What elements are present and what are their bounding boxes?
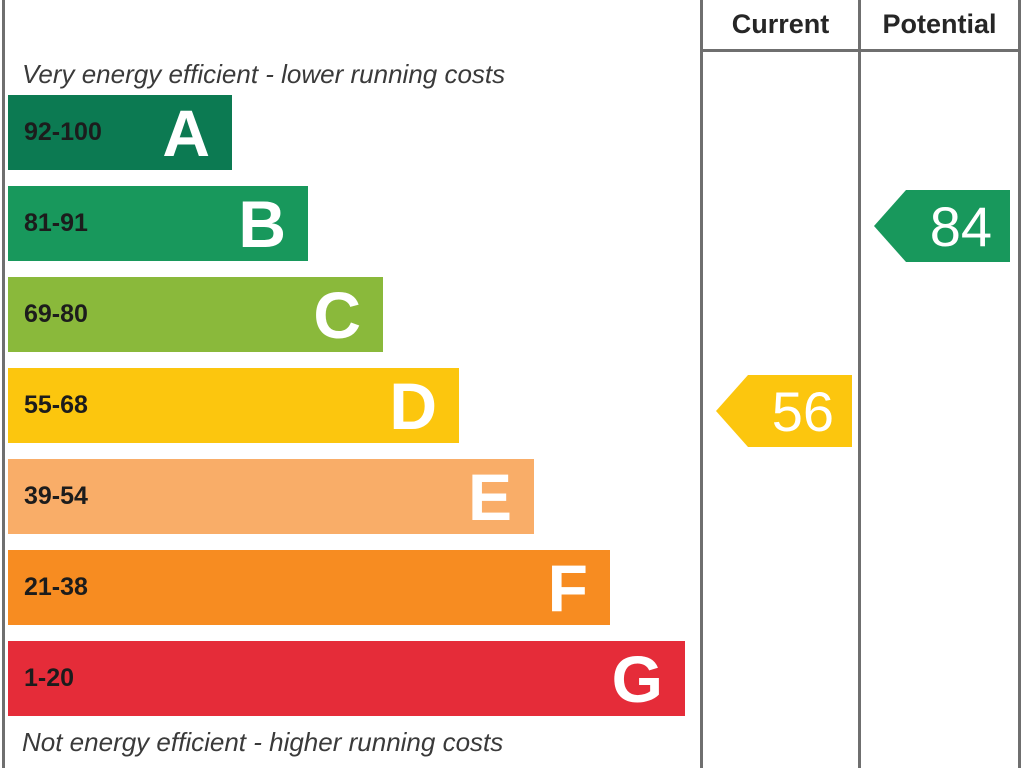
band-g-letter: G [611, 642, 663, 716]
band-e-letter: E [467, 460, 512, 534]
current-column-divider [700, 0, 703, 768]
band-e-range: 39-54 [24, 482, 88, 510]
band-d: 55-68 D [8, 368, 459, 443]
potential-rating-arrow-shape [874, 190, 1010, 262]
band-c-range: 69-80 [24, 300, 88, 328]
band-c: 69-80 C [8, 277, 383, 352]
band-g: 1-20 G [8, 641, 685, 716]
potential-rating-arrow-value: 84 [929, 195, 992, 258]
bottom-caption: Not energy efficient - higher running co… [22, 727, 504, 757]
band-b: 81-91 B [8, 186, 308, 261]
band-a-range: 92-100 [24, 118, 102, 146]
band-f-letter: F [547, 551, 588, 625]
band-b-range: 81-91 [24, 209, 88, 237]
potential-rating-arrow: 84 [874, 190, 1010, 262]
band-d-letter: D [389, 369, 437, 443]
band-d-range: 55-68 [24, 391, 88, 419]
band-f-range: 21-38 [24, 573, 88, 601]
header-underline [700, 49, 1021, 52]
current-rating-arrow-value: 56 [771, 380, 834, 443]
band-f: 21-38 F [8, 550, 610, 625]
current-rating-arrow-polygon [716, 375, 852, 447]
band-b-letter: B [238, 187, 286, 261]
current-rating-arrow: 56 [716, 375, 852, 447]
current-column-header: Current [731, 9, 830, 39]
potential-column-header: Potential [882, 9, 997, 39]
band-c-letter: C [313, 278, 361, 352]
current-rating-arrow-shape [716, 375, 852, 447]
potential-column-divider [858, 0, 861, 768]
frame-left-line [2, 0, 5, 768]
band-g-range: 1-20 [24, 664, 75, 692]
frame-right-line [1018, 0, 1021, 768]
band-a: 92-100 A [8, 95, 232, 170]
top-caption: Very energy efficient - lower running co… [22, 59, 506, 89]
band-a-letter: A [162, 96, 210, 170]
potential-rating-arrow-polygon [874, 190, 1010, 262]
band-e: 39-54 E [8, 459, 534, 534]
